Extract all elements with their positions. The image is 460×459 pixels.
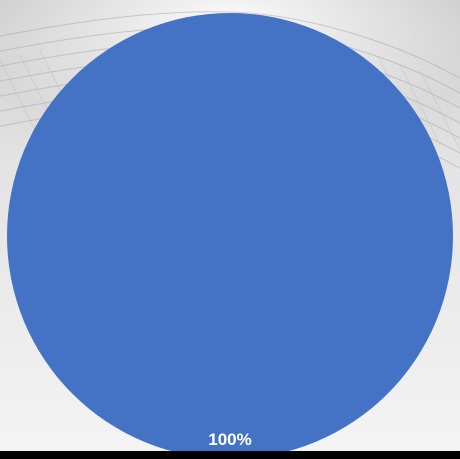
pie-data-labels: 100%	[208, 430, 251, 449]
pie-data-label: 100%	[208, 430, 251, 449]
bottom-bar	[0, 451, 460, 459]
pie-slice	[7, 13, 453, 459]
pie-slices	[7, 13, 453, 459]
